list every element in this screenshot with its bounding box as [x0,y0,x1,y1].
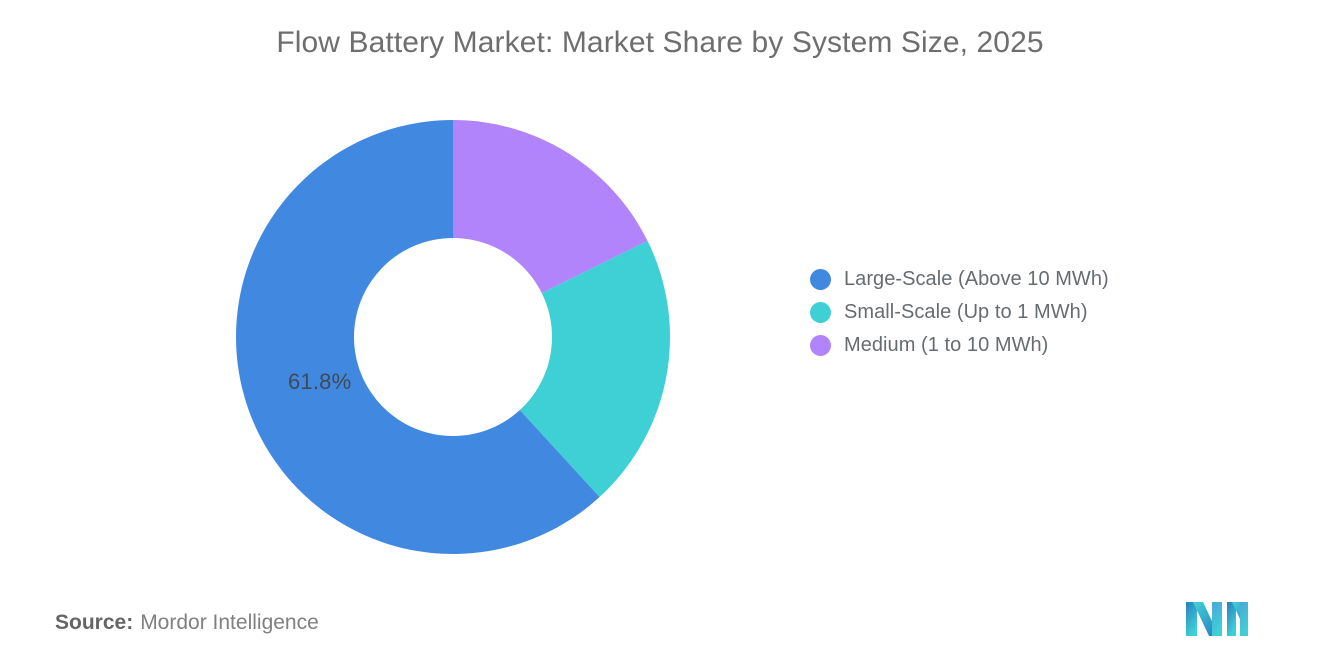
mordor-intelligence-logo-icon [1184,598,1250,638]
legend-item-label: Large-Scale (Above 10 MWh) [844,267,1109,290]
legend-swatch-icon [810,301,831,323]
chart-legend: Large-Scale (Above 10 MWh) Small-Scale (… [810,268,1109,356]
logo-svg [1186,602,1248,636]
source-value: Mordor Intelligence [140,611,319,634]
legend-item-small-scale[interactable]: Small-Scale (Up to 1 MWh) [810,301,1109,323]
legend-item-large-scale[interactable]: Large-Scale (Above 10 MWh) [810,268,1109,290]
legend-item-label: Medium (1 to 10 MWh) [844,333,1049,356]
donut-hole [354,238,552,436]
legend-item-medium[interactable]: Medium (1 to 10 MWh) [810,334,1109,356]
source-label: Source: [55,611,134,634]
legend-swatch-icon [810,334,831,356]
source-line: Source: Mordor Intelligence [55,611,319,635]
donut-slice-small-scale[interactable] [453,240,670,498]
donut-slice-data-label: 61.8% [288,369,352,394]
donut-chart [236,120,670,554]
legend-item-label: Small-Scale (Up to 1 MWh) [844,300,1088,323]
legend-swatch-icon [810,268,831,290]
page-title: Flow Battery Market: Market Share by Sys… [276,26,1044,59]
donut-chart-svg [236,120,670,554]
